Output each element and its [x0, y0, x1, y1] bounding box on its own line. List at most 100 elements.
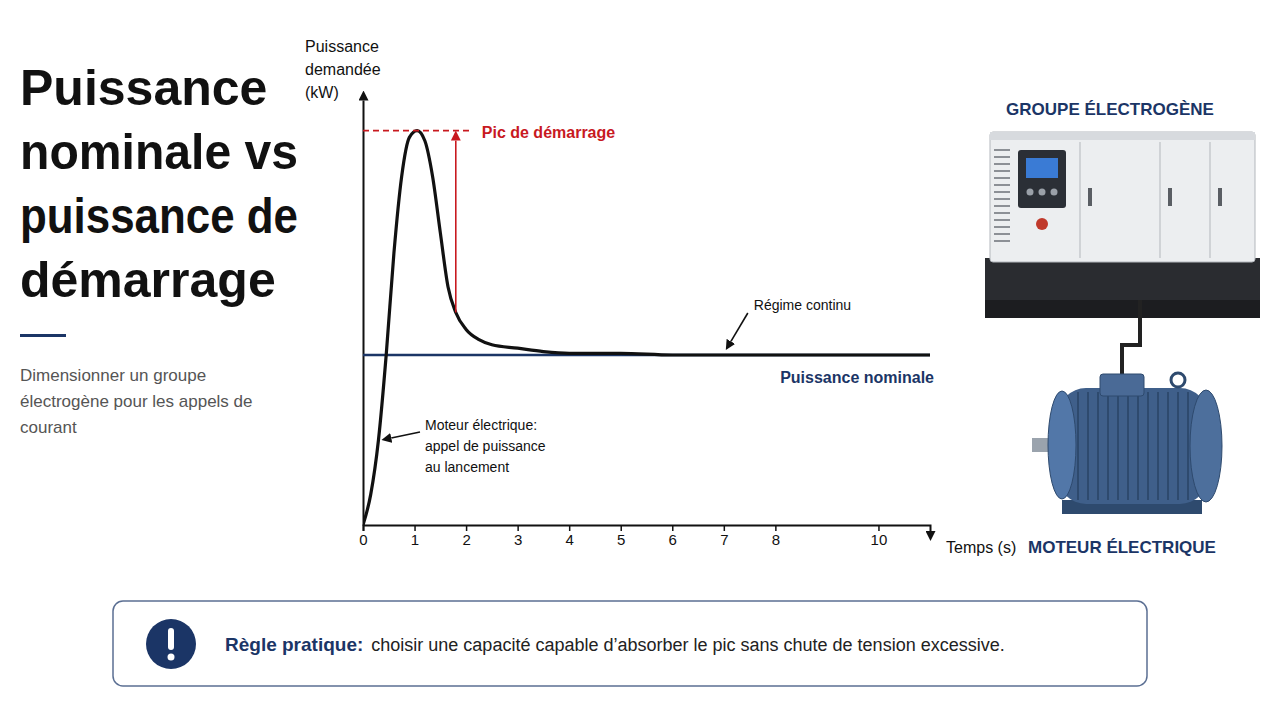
x-tick: 7 [720, 525, 728, 548]
generator-label: GROUPE ÉLECTROGÈNE [1006, 100, 1214, 119]
terminal-box [1100, 374, 1144, 396]
motor-fin [1137, 392, 1139, 500]
x-axis: 0 1 2 3 4 5 6 7 8 10 [359, 525, 930, 548]
door-handle [1168, 188, 1172, 206]
title: puissance de [20, 188, 298, 244]
motor-fin [1167, 392, 1169, 500]
motor-label: MOTEUR ÉLECTRIQUE [1028, 538, 1216, 557]
vent [994, 177, 1010, 179]
motor [1032, 373, 1222, 514]
vent [994, 184, 1010, 186]
x-tick: 1 [411, 525, 419, 548]
control-button [1027, 189, 1034, 196]
motor-flange [1048, 391, 1076, 499]
peak-line [363, 130, 470, 132]
door-handle [1218, 188, 1222, 206]
canvas: Puissancenominale vspuissance dedémarrag… [0, 0, 1280, 702]
generator-rail [985, 300, 1260, 318]
x-tick-label: 3 [514, 531, 522, 548]
door-seam [1160, 142, 1161, 258]
emergency-button [1036, 218, 1048, 230]
motor-fin [1127, 392, 1129, 500]
vent [994, 149, 1010, 151]
door-handle [1088, 188, 1092, 206]
continuous-label: Régime continu [754, 297, 851, 313]
continuous-arrow [731, 313, 748, 341]
x-axis-title: Temps (s) [946, 539, 1016, 556]
door-seam [1210, 142, 1211, 258]
control-panel [1018, 150, 1066, 208]
vent [994, 163, 1010, 165]
motor-fin [1157, 392, 1159, 500]
x-tick: 8 [772, 525, 780, 548]
x-tick-label: 10 [871, 531, 888, 548]
x-axis-line [364, 526, 931, 532]
title: Puissance [20, 60, 267, 116]
rule-box: Règle pratique: choisir une capacité capa… [113, 601, 1147, 686]
x-tick: 4 [566, 525, 574, 548]
control-screen [1026, 158, 1058, 178]
generator [985, 132, 1260, 318]
motor-fin [1177, 392, 1179, 500]
x-tick: 10 [871, 525, 888, 548]
rule-icon-bar [168, 628, 174, 650]
motor-fin [1107, 392, 1109, 500]
vent [994, 212, 1010, 214]
motor-fin [1187, 392, 1189, 500]
rule-icon-dot [168, 654, 175, 661]
y-axis [363, 101, 364, 526]
illustrations: GROUPE ÉLECTROGÈNE MOTEUR ÉLECTRIQUE [985, 100, 1260, 557]
vent [994, 205, 1010, 207]
vent [994, 226, 1010, 228]
x-tick: 5 [617, 525, 625, 548]
power-curve [363, 131, 930, 525]
x-tick-label: 4 [566, 531, 574, 548]
vent [994, 198, 1010, 200]
chart: Puissance demandée (kW) 0 1 2 3 4 5 6 7 8 10 Temps (s… [305, 38, 1016, 556]
x-tick: 2 [462, 525, 470, 548]
nominal-label: Puissance nominale [780, 369, 934, 386]
x-tick: 0 [359, 525, 367, 548]
annotations: Pic de démarrage Puissance nominale Régime… [363, 124, 934, 475]
title-block: Puissancenominale vspuissance dedémarrag… [20, 60, 298, 437]
startup-label: au lancement [425, 459, 509, 475]
y-axis-line [363, 101, 365, 526]
x-tick-label: 6 [669, 531, 677, 548]
motor-fin [1087, 392, 1089, 500]
rule-label: Règle pratique: [225, 634, 363, 655]
startup-arrow [391, 432, 420, 438]
control-button [1039, 189, 1046, 196]
subtitle: courant [20, 418, 77, 437]
rule-text: choisir une capacité capable d’absorber … [371, 635, 1004, 655]
vent [994, 156, 1010, 158]
y-axis-title: (kW) [305, 84, 339, 101]
vent [994, 191, 1010, 193]
x-tick: 6 [669, 525, 677, 548]
generator-body [990, 132, 1255, 262]
x-tick: 3 [514, 525, 522, 548]
peak-label: Pic de démarrage [482, 124, 616, 141]
startup-label: appel de puissance [425, 438, 546, 454]
y-axis-title: demandée [305, 61, 381, 78]
generator-roof [990, 132, 1255, 140]
motor-fin [1117, 392, 1119, 500]
plot-area [363, 131, 930, 525]
vent [994, 219, 1010, 221]
x-tick-label: 7 [720, 531, 728, 548]
motor-fin [1077, 392, 1079, 500]
subtitle: électrogène pour les appels de [20, 392, 253, 411]
y-axis-title: Puissance [305, 38, 379, 55]
control-button [1051, 189, 1058, 196]
motor-fin [1097, 392, 1099, 500]
motor-fin [1147, 392, 1149, 500]
x-tick-label: 0 [359, 531, 367, 548]
rule-icon [146, 619, 196, 669]
vent [994, 233, 1010, 235]
peak-arrow [455, 141, 457, 313]
x-tick-label: 5 [617, 531, 625, 548]
title-rule [20, 334, 66, 337]
x-tick-label: 8 [772, 531, 780, 548]
vent [994, 170, 1010, 172]
generator-base [985, 258, 1260, 302]
startup-label: Moteur électrique: [425, 417, 537, 433]
